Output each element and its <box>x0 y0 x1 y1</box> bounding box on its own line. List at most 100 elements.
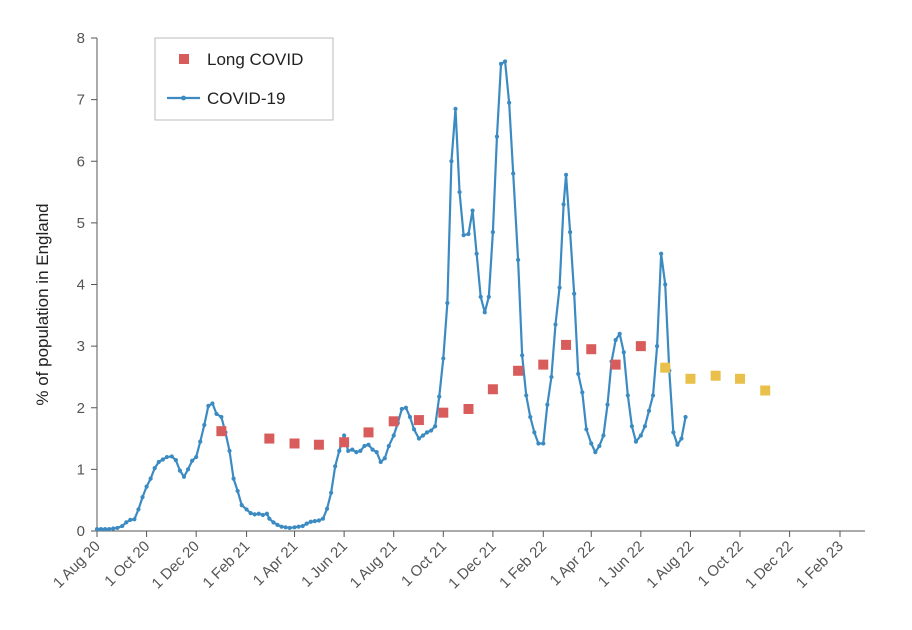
covid19-point <box>532 430 537 435</box>
covid19-point <box>354 450 359 455</box>
covid19-point <box>474 251 479 256</box>
covid19-point <box>553 322 558 327</box>
y-axis: 0 1 2 3 4 5 6 7 8 <box>77 30 98 540</box>
legend-marker-long-covid <box>179 54 189 64</box>
covid19-point <box>507 100 512 105</box>
x-tick-label: 1 Aug 22 <box>643 538 697 592</box>
y-tick-label: 3 <box>77 338 85 355</box>
x-tick-label: 1 Oct 22 <box>695 538 747 590</box>
covid19-line <box>97 60 687 531</box>
covid19-point <box>256 511 261 516</box>
covid19-point <box>107 527 112 532</box>
covid19-point <box>287 525 292 531</box>
covid19-point <box>140 495 145 500</box>
covid19-point <box>482 310 487 315</box>
covid19-point <box>320 516 326 521</box>
x-tick-label: 1 Oct 20 <box>101 538 153 590</box>
y-tick-label: 6 <box>77 153 85 170</box>
covid19-point <box>362 443 367 449</box>
covid19-point <box>629 424 634 429</box>
covid19-point <box>557 285 562 290</box>
long-covid-point <box>660 362 671 373</box>
x-axis: 1 Aug 201 Oct 201 Dec 201 Feb 211 Apr 21… <box>50 530 865 592</box>
long-covid-point <box>561 339 572 350</box>
covid19-point <box>370 447 375 452</box>
covid19-point <box>646 408 652 413</box>
covid19-point <box>536 441 541 446</box>
x-tick-label: 1 Jun 21 <box>298 538 351 591</box>
covid19-point <box>181 474 187 479</box>
covid19-point <box>210 401 215 406</box>
covid19-point <box>494 134 500 139</box>
covid19-point <box>198 439 203 444</box>
y-tick-label: 8 <box>77 30 85 47</box>
long-covid-point <box>339 437 350 448</box>
covid19-point <box>342 433 347 438</box>
x-tick-label: 1 Apr 21 <box>250 538 302 590</box>
covid19-point <box>124 520 129 525</box>
covid19-point <box>152 466 157 471</box>
covid19-point <box>568 230 573 235</box>
covid19-point <box>337 448 342 453</box>
long-covid-point <box>538 359 549 370</box>
covid19-point <box>572 291 577 296</box>
x-tick-label: 1 Oct 21 <box>398 538 450 590</box>
covid19-point <box>231 476 236 481</box>
y-tick-label: 2 <box>77 400 85 417</box>
covid19-point <box>528 414 533 420</box>
covid19-point <box>470 208 475 213</box>
covid19-point <box>679 436 684 441</box>
covid19-point <box>239 503 244 508</box>
y-tick-label: 7 <box>77 92 85 109</box>
y-axis-title: % of population in England <box>33 203 52 405</box>
covid19-point <box>366 442 371 447</box>
covid19-point <box>597 443 602 449</box>
x-tick-label: 1 Dec 20 <box>149 538 203 592</box>
covid19-point <box>633 439 639 444</box>
covid19-point <box>132 517 137 522</box>
covid19-point <box>235 488 240 494</box>
covid19-point <box>457 189 462 195</box>
covid19-point <box>98 527 104 532</box>
covid19-point <box>563 172 569 177</box>
covid19-point <box>177 468 183 473</box>
covid19-series <box>94 59 688 532</box>
covid19-point <box>94 527 100 532</box>
covid19-point <box>264 511 269 516</box>
long-covid-point <box>710 370 721 381</box>
y-tick-label: 0 <box>77 523 85 540</box>
covid19-point <box>160 457 165 462</box>
covid19-point <box>190 458 195 463</box>
covid19-point <box>486 294 491 299</box>
covid19-point <box>169 454 174 459</box>
covid19-point <box>324 506 330 511</box>
x-tick-label: 1 Apr 22 <box>547 538 599 590</box>
covid19-point <box>128 517 133 523</box>
covid19-point <box>407 414 413 420</box>
covid19-point <box>329 490 334 495</box>
covid19-point <box>461 233 466 238</box>
long-covid-point <box>438 407 449 418</box>
long-covid-point <box>313 439 324 450</box>
covid19-point <box>271 520 276 525</box>
covid19-point <box>429 428 434 433</box>
covid19-point <box>466 231 471 237</box>
covid19-point <box>115 525 120 531</box>
covid19-point <box>206 403 211 409</box>
long-covid-point <box>463 403 474 414</box>
covid19-point <box>144 484 149 489</box>
long-covid-point <box>513 365 524 376</box>
covid19-point <box>593 450 598 455</box>
covid19-point <box>433 424 438 429</box>
covid19-point <box>374 450 379 455</box>
legend: Long COVID COVID-19 <box>154 37 334 121</box>
covid19-point <box>671 430 676 435</box>
covid19-point <box>312 519 317 524</box>
covid19-point <box>663 282 668 287</box>
covid19-point <box>561 202 566 207</box>
covid19-point <box>378 459 383 465</box>
long-covid-point <box>760 385 771 396</box>
covid19-point <box>601 433 606 438</box>
long-covid-point <box>487 384 498 395</box>
covid19-point <box>638 433 643 438</box>
